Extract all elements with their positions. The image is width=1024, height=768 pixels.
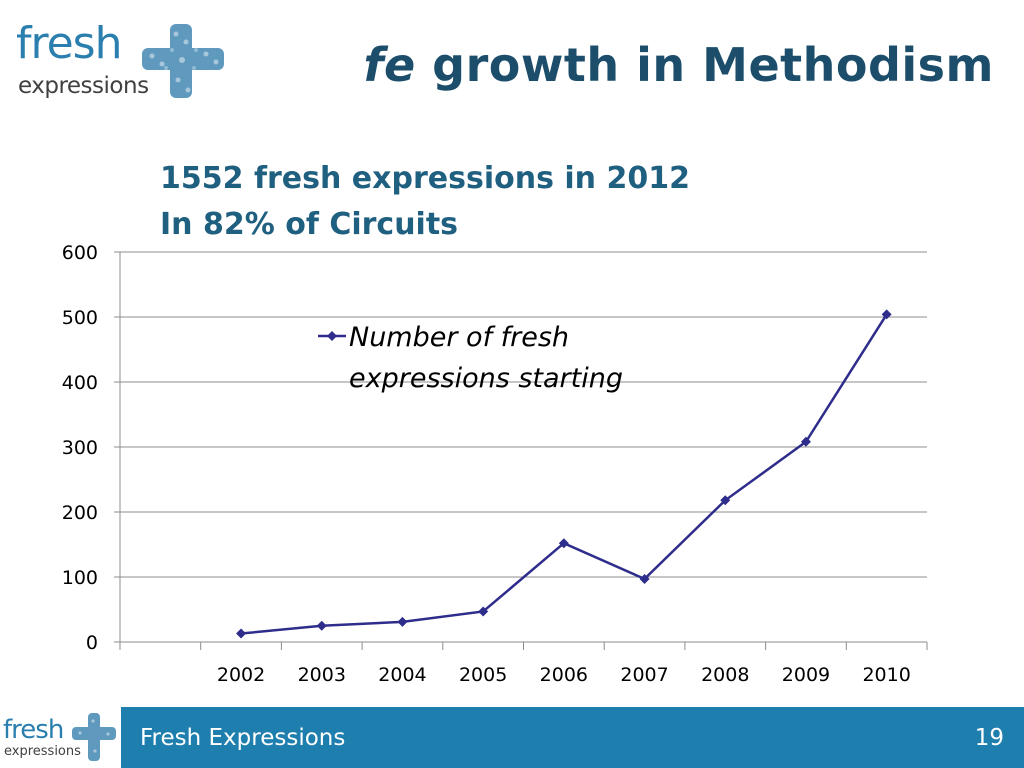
legend-label: Number of fresh: [349, 322, 569, 353]
y-tick-label: 0: [86, 632, 98, 654]
footer-label: Fresh Expressions: [140, 725, 345, 751]
x-tick-label: 2010: [862, 664, 910, 686]
data-point-marker: [317, 621, 327, 631]
x-tick-label: 2005: [459, 664, 507, 686]
y-axis-ticks: 0 100 200 300 400 500 600: [62, 242, 120, 654]
x-tick-label: 2006: [540, 664, 588, 686]
x-tick-label: 2007: [620, 664, 668, 686]
x-axis: 2002 2003 2004 2005 2006 2007 2008 2009 2010: [120, 642, 927, 686]
y-tick-label: 500: [62, 307, 98, 329]
y-tick-label: 200: [62, 502, 98, 524]
x-tick-label: 2009: [782, 664, 830, 686]
legend-label: expressions starting: [349, 363, 623, 394]
x-tick-label: 2003: [298, 664, 346, 686]
footer-cross-icon: [70, 711, 118, 763]
x-tick-label: 2002: [217, 664, 265, 686]
y-tick-label: 600: [62, 242, 98, 264]
legend: Number of fresh expressions starting: [318, 322, 623, 394]
gridlines: [120, 252, 927, 642]
footer-bar: fresh expressions Fresh Expressions 19: [0, 707, 1024, 768]
series-layer: [236, 309, 892, 638]
slide-number: 19: [975, 725, 1004, 751]
y-tick-label: 300: [62, 437, 98, 459]
footer-logo-fresh: fresh: [3, 717, 63, 743]
data-point-marker: [397, 617, 407, 627]
footer-logo-area: fresh expressions: [0, 707, 121, 768]
data-point-marker: [236, 629, 246, 639]
x-tick-label: 2008: [701, 664, 749, 686]
y-tick-label: 100: [62, 567, 98, 589]
legend-marker: [327, 331, 337, 341]
x-tick-label: 2004: [378, 664, 426, 686]
line-chart: 0 100 200 300 400 500 600 2002 2003 2004 2005 2006…: [0, 0, 1024, 707]
y-tick-label: 400: [62, 372, 98, 394]
